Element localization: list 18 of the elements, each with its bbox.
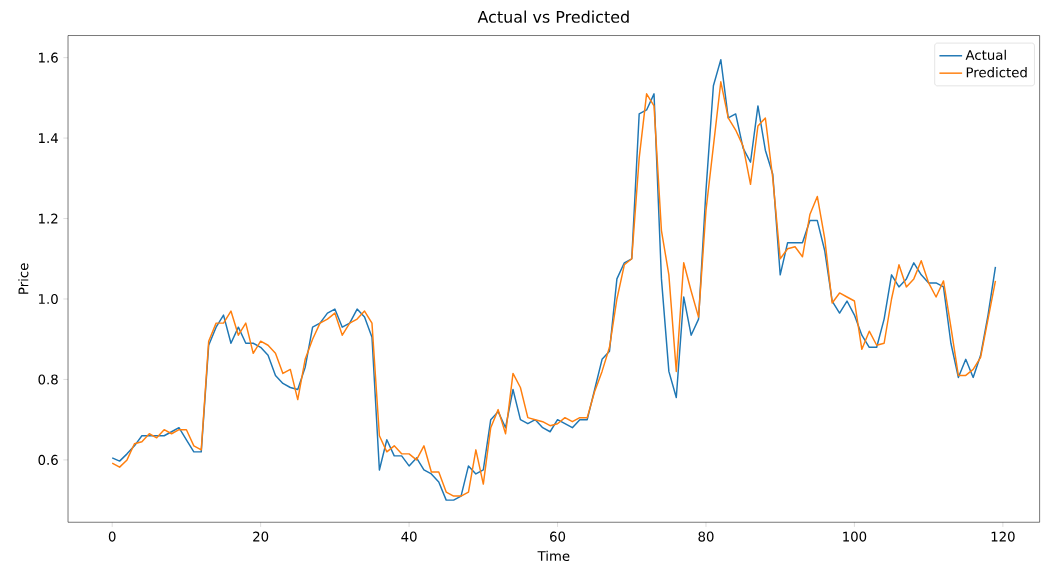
y-tick-label: 1.2 <box>39 213 58 224</box>
legend-label: Predicted <box>966 67 1027 78</box>
legend-label: Actual <box>965 49 1006 61</box>
x-tick-label: 120 <box>991 531 1015 542</box>
x-axis-title: Time <box>537 550 570 562</box>
x-tick-label: 20 <box>253 531 269 542</box>
x-tick-label: 0 <box>108 531 116 542</box>
y-tick-label: 1.4 <box>39 133 58 143</box>
y-tick-label: 0.8 <box>38 374 58 385</box>
y-tick-label: 1.6 <box>39 52 58 63</box>
x-tick-label: 60 <box>550 531 566 542</box>
x-tick-label: 100 <box>843 531 867 542</box>
y-tick-label: 1.0 <box>39 294 58 305</box>
y-tick-label: 0.6 <box>38 454 58 465</box>
y-axis-title: Price <box>18 263 29 294</box>
x-tick-label: 40 <box>401 531 417 542</box>
chart-title: Actual vs Predicted <box>477 10 629 23</box>
x-tick-label: 80 <box>698 531 714 542</box>
